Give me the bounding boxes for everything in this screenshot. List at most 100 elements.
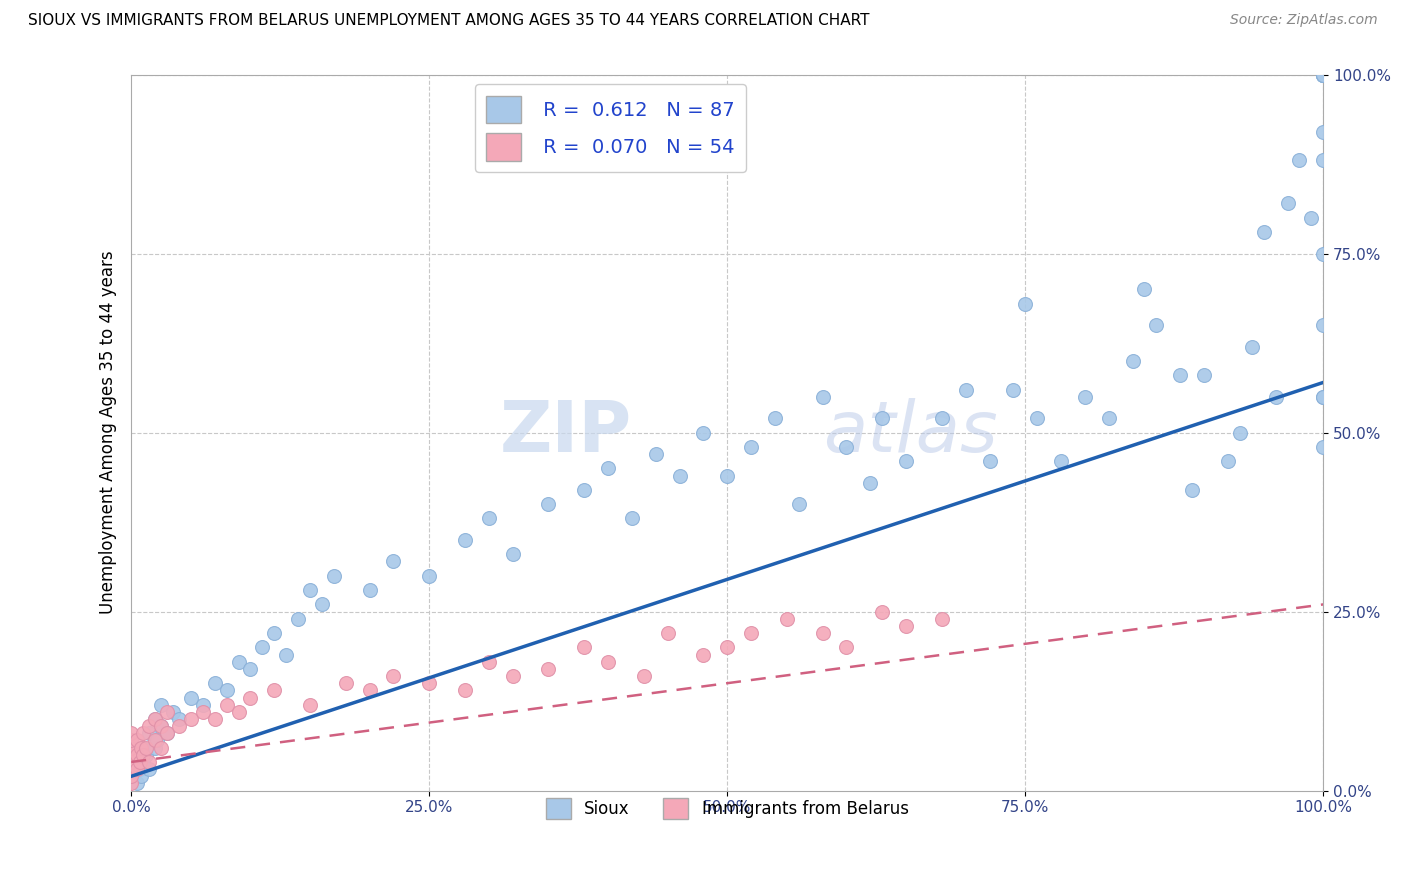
Point [191,705,214,719]
Point [1312,153,1334,168]
Point [127,733,149,747]
Point [1312,68,1334,82]
Point [299,698,322,712]
Text: Source: ZipAtlas.com: Source: ZipAtlas.com [1230,13,1378,28]
Point [1312,68,1334,82]
Point [1229,425,1251,440]
Point [120,769,142,783]
Point [135,747,157,762]
Point [167,712,190,726]
Point [418,676,440,690]
Point [657,626,679,640]
Point [1312,68,1334,82]
Point [239,662,262,676]
Point [502,669,524,683]
Point [143,740,166,755]
Point [1312,68,1334,82]
Point [776,612,799,626]
Point [1312,318,1334,333]
Point [156,726,179,740]
Point [120,776,142,790]
Point [322,568,344,582]
Point [132,740,155,755]
Point [138,719,160,733]
Point [454,683,477,698]
Point [132,755,155,769]
Point [1181,483,1204,497]
Point [502,547,524,561]
Point [1240,340,1263,354]
Point [215,698,238,712]
Point [1312,68,1334,82]
Point [1133,282,1156,296]
Point [931,411,953,425]
Point [156,705,179,719]
Point [596,461,619,475]
Point [894,619,917,633]
Point [1301,211,1323,225]
Point [180,712,202,726]
Point [787,497,810,511]
Point [574,483,596,497]
Point [311,598,333,612]
Point [120,755,142,769]
Point [835,440,858,454]
Point [574,640,596,655]
Point [537,662,560,676]
Point [979,454,1001,468]
Point [1168,368,1191,383]
Point [1312,68,1334,82]
Point [180,690,202,705]
Point [716,468,738,483]
Text: ZIP: ZIP [499,398,631,467]
Point [692,648,714,662]
Point [359,583,381,598]
Text: atlas: atlas [823,398,997,467]
Point [811,390,834,404]
Point [239,690,262,705]
Point [870,605,893,619]
Point [132,726,155,740]
Point [143,733,166,747]
Point [335,676,357,690]
Point [1074,390,1097,404]
Point [127,776,149,790]
Point [478,655,501,669]
Point [299,583,322,598]
Point [859,475,882,490]
Point [811,626,834,640]
Point [143,712,166,726]
Point [204,676,226,690]
Text: SIOUX VS IMMIGRANTS FROM BELARUS UNEMPLOYMENT AMONG AGES 35 TO 44 YEARS CORRELAT: SIOUX VS IMMIGRANTS FROM BELARUS UNEMPLO… [28,13,870,29]
Point [120,747,142,762]
Point [252,640,274,655]
Point [740,440,762,454]
Point [596,655,619,669]
Point [1216,454,1239,468]
Point [120,726,142,740]
Point [740,626,762,640]
Point [204,712,226,726]
Point [1098,411,1121,425]
Point [1192,368,1215,383]
Point [146,733,169,747]
Point [150,740,173,755]
Point [1050,454,1073,468]
Legend: Sioux, Immigrants from Belarus: Sioux, Immigrants from Belarus [540,791,915,825]
Point [1026,411,1049,425]
Point [287,612,309,626]
Point [276,648,298,662]
Point [156,726,179,740]
Point [228,655,250,669]
Point [1312,390,1334,404]
Point [1002,383,1025,397]
Point [1144,318,1167,333]
Point [478,511,501,525]
Point [228,705,250,719]
Point [633,669,655,683]
Point [955,383,977,397]
Point [128,762,150,776]
Point [120,740,142,755]
Point [127,762,149,776]
Point [835,640,858,655]
